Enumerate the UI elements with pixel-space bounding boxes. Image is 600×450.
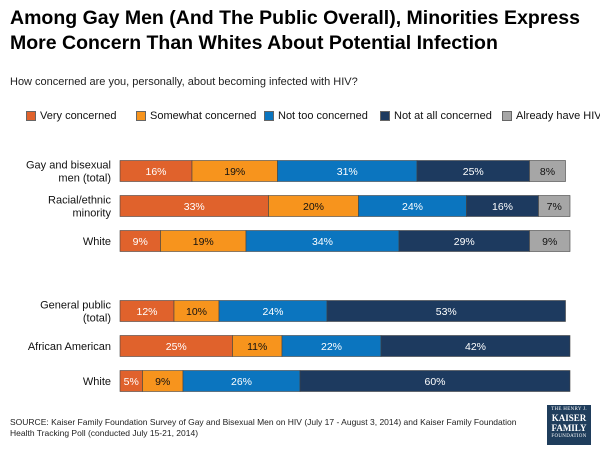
- bar-value-label-not-too-white-2: 34%: [312, 236, 333, 248]
- legend-swatch-very-concerned: [26, 111, 36, 121]
- bar-value-label-not-too-african-american-4: 22%: [321, 341, 342, 353]
- legend-item-not-too-concerned: Not too concerned: [264, 110, 368, 122]
- bar-value-label-already-gay-and-bisexual-men-total-0: 8%: [540, 166, 555, 178]
- bar-value-label-not-at-all-racial-ethnic-minority-1: 16%: [492, 201, 513, 213]
- bar-value-label-somewhat-gay-and-bisexual-men-total-0: 19%: [224, 166, 245, 178]
- logo-line-1: THE HENRY J.: [551, 407, 587, 412]
- chart-title: Among Gay Men (And The Public Overall), …: [10, 7, 580, 54]
- bar-value-label-very-white-5: 5%: [124, 376, 139, 388]
- legend-label-not-at-all-concerned: Not at all concerned: [394, 110, 492, 122]
- bar-value-label-somewhat-african-american-4: 11%: [247, 341, 267, 353]
- legend: Very concerned Somewhat concerned Not to…: [26, 110, 600, 124]
- category-label-gay-and-bisexual-men-total-0: Gay and bisexual men (total): [26, 160, 111, 185]
- bar-value-label-not-too-gay-and-bisexual-men-total-0: 31%: [337, 166, 358, 178]
- bar-value-label-somewhat-white-5: 9%: [155, 376, 170, 388]
- bar-value-label-somewhat-racial-ethnic-minority-1: 20%: [303, 201, 324, 213]
- legend-label-not-too-concerned: Not too concerned: [278, 110, 368, 122]
- bar-value-label-very-white-2: 9%: [133, 236, 148, 248]
- logo-line-3: FOUNDATION: [551, 434, 587, 439]
- bar-value-label-very-general-public-total-3: 12%: [136, 306, 157, 318]
- bar-value-label-not-at-all-white-5: 60%: [424, 376, 445, 388]
- category-label-white-2: White: [83, 236, 111, 248]
- legend-swatch-somewhat-concerned: [136, 111, 146, 121]
- bar-segment-already-gay-and-bisexual-men-total-0: [529, 160, 566, 182]
- legend-label-somewhat-concerned: Somewhat concerned: [150, 110, 257, 122]
- bar-segment-not-at-all-white-5: [299, 370, 571, 392]
- legend-item-already-have-hiv: Already have HIV: [502, 110, 600, 122]
- bar-segment-not-at-all-general-public-total-3: [326, 300, 566, 322]
- bar-value-label-not-at-all-gay-and-bisexual-men-total-0: 25%: [463, 166, 484, 178]
- bar-value-label-already-white-2: 9%: [542, 236, 557, 248]
- category-label-racial-ethnic-minority-1: Racial/ethnic minority: [48, 195, 111, 220]
- bar-value-label-not-too-white-5: 26%: [231, 376, 252, 388]
- legend-label-already-have-hiv: Already have HIV: [516, 110, 600, 122]
- logo-line-2a: KAISER: [551, 413, 587, 423]
- category-label-general-public-total-3: General public (total): [40, 300, 111, 325]
- bar-segment-already-racial-ethnic-minority-1: [538, 195, 571, 217]
- bar-value-label-not-at-all-african-american-4: 42%: [465, 341, 486, 353]
- bar-value-label-very-gay-and-bisexual-men-total-0: 16%: [145, 166, 166, 178]
- bar-segment-not-at-all-african-american-4: [380, 335, 571, 357]
- source-footnote: SOURCE: Kaiser Family Foundation Survey …: [10, 417, 517, 438]
- legend-swatch-already-have-hiv: [502, 111, 512, 121]
- logo-line-2b: FAMILY: [551, 423, 587, 433]
- bar-value-label-somewhat-general-public-total-3: 10%: [186, 306, 207, 318]
- bar-value-label-not-too-general-public-total-3: 24%: [262, 306, 283, 318]
- bar-value-label-not-at-all-white-2: 29%: [454, 236, 475, 248]
- bar-value-label-already-racial-ethnic-minority-1: 7%: [547, 201, 562, 213]
- bar-value-label-very-african-american-4: 25%: [166, 341, 187, 353]
- chart-subtitle: How concerned are you, personally, about…: [10, 76, 358, 88]
- legend-item-very-concerned: Very concerned: [26, 110, 116, 122]
- legend-item-somewhat-concerned: Somewhat concerned: [136, 110, 256, 122]
- category-label-african-american-4: African American: [28, 341, 111, 353]
- stacked-bar-chart: Gay and bisexual men (total) 16% 19% 31% 25% 8…: [26, 160, 571, 392]
- bar-value-label-very-racial-ethnic-minority-1: 33%: [184, 201, 205, 213]
- legend-swatch-not-too-concerned: [264, 111, 274, 121]
- legend-item-not-at-all-concerned: Not at all concerned: [380, 110, 492, 122]
- category-label-white-5: White: [83, 376, 111, 388]
- bar-value-label-not-at-all-general-public-total-3: 53%: [436, 306, 457, 318]
- bar-value-label-not-too-racial-ethnic-minority-1: 24%: [402, 201, 423, 213]
- kaiser-family-foundation-logo: THE HENRY J. KAISER FAMILY FOUNDATION: [547, 405, 591, 445]
- legend-label-very-concerned: Very concerned: [40, 110, 117, 122]
- bar-value-label-somewhat-white-2: 19%: [193, 236, 214, 248]
- legend-swatch-not-at-all-concerned: [380, 111, 390, 121]
- bar-segment-already-white-2: [529, 230, 571, 252]
